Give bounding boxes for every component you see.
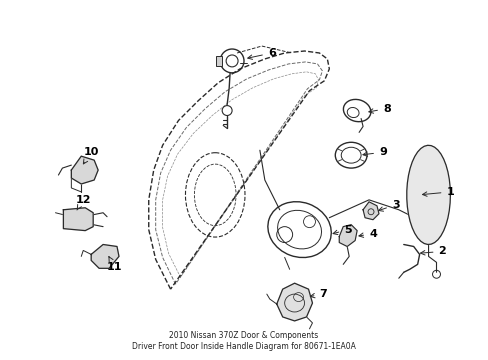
Polygon shape [406, 145, 449, 244]
Text: 5: 5 [332, 225, 351, 235]
Polygon shape [91, 244, 119, 268]
Text: 9: 9 [362, 147, 386, 157]
Text: 4: 4 [358, 229, 376, 239]
Polygon shape [339, 225, 356, 247]
Text: 11: 11 [107, 257, 122, 272]
Text: 7: 7 [310, 289, 326, 299]
Polygon shape [63, 208, 93, 231]
Polygon shape [71, 156, 98, 184]
Text: 6: 6 [247, 48, 275, 59]
Polygon shape [362, 202, 378, 220]
Polygon shape [276, 283, 312, 321]
Text: 2010 Nissan 370Z Door & Components
Driver Front Door Inside Handle Diagram for 8: 2010 Nissan 370Z Door & Components Drive… [132, 331, 355, 351]
Text: 2: 2 [420, 247, 446, 256]
FancyBboxPatch shape [216, 56, 222, 66]
Text: 3: 3 [378, 200, 399, 211]
Text: 8: 8 [368, 104, 390, 113]
Text: 12: 12 [75, 195, 91, 210]
Text: 1: 1 [422, 187, 453, 197]
Text: 10: 10 [83, 147, 99, 164]
